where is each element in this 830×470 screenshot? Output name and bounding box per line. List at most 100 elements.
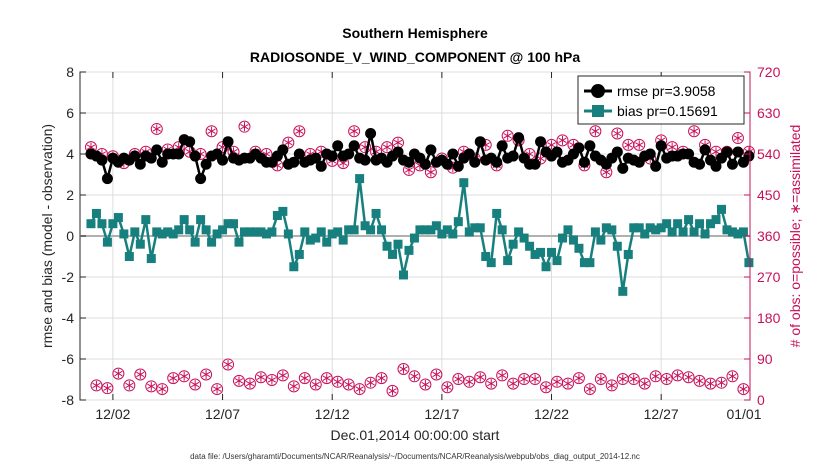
obs-assimilated-marker [541, 382, 551, 392]
bias-marker [459, 178, 469, 188]
obs-assimilated-marker [190, 380, 200, 390]
obs-possible-marker [737, 383, 750, 396]
bias-marker [305, 235, 315, 245]
bias-marker [475, 223, 485, 233]
obs-possible-marker [638, 377, 651, 390]
bias-marker [91, 208, 101, 218]
bias-marker [508, 239, 518, 249]
rmse-marker [134, 158, 146, 170]
obs-possible-marker [145, 380, 158, 393]
obs-possible-marker [134, 368, 147, 381]
rmse-marker [535, 136, 547, 148]
rmse-marker [474, 136, 486, 148]
obs-assimilated-marker [739, 384, 748, 394]
bias-marker [557, 233, 567, 243]
bias-marker [256, 227, 266, 237]
rmse-marker [683, 148, 695, 160]
bias-marker [442, 225, 452, 235]
rmse-marker [655, 140, 667, 152]
bias-marker [645, 223, 655, 233]
legend: rmse pr=3.9058 bias pr=0.15691 [577, 75, 745, 125]
bias-marker [218, 225, 228, 235]
bias-marker [563, 225, 573, 235]
obs-assimilated-marker [125, 380, 134, 390]
obs-assimilated-marker [673, 370, 682, 380]
rmse-marker [392, 146, 404, 158]
rmse-marker [293, 148, 305, 160]
obs-possible-marker [156, 383, 169, 396]
rmse-marker [403, 156, 415, 168]
obs-possible-marker [682, 371, 695, 384]
bias-marker [431, 221, 441, 231]
obs-possible-marker [408, 370, 421, 383]
obs-possible-marker [605, 379, 618, 392]
obs-possible-marker [501, 129, 514, 142]
obs-assimilated-marker [234, 376, 244, 386]
obs-possible-marker [529, 373, 542, 386]
obs-assimilated-marker [322, 373, 331, 383]
bias-marker [678, 227, 688, 237]
obs-assimilated-marker [629, 374, 638, 384]
rmse-marker [419, 158, 431, 170]
rmse-marker [348, 140, 360, 152]
obs-assimilated-marker [256, 372, 266, 382]
obs-possible-marker [233, 374, 246, 387]
rmse-marker [513, 132, 525, 144]
bias-marker [229, 219, 239, 229]
rmse-marker [315, 160, 327, 172]
bias-marker [481, 252, 491, 261]
bias-marker [168, 229, 178, 239]
obs-assimilated-marker [519, 374, 529, 384]
obs-assimilated-marker [355, 384, 364, 394]
y-right-tick-label: 630 [757, 105, 781, 121]
obs-assimilated-marker [618, 374, 627, 384]
bias-marker [355, 174, 365, 184]
rmse-marker [529, 158, 541, 170]
obs-possible-marker [243, 377, 256, 390]
chart-title: Southern Hemisphere [342, 25, 488, 41]
y-right-tick-label: 90 [757, 351, 773, 367]
obs-assimilated-marker [624, 140, 633, 150]
rmse-marker [611, 146, 623, 158]
bias-marker [409, 233, 419, 243]
obs-assimilated-marker [487, 379, 496, 389]
obs-possible-marker [589, 125, 602, 138]
bias-marker [503, 256, 513, 266]
obs-possible-marker [386, 384, 399, 397]
x-tick-label: 12/17 [424, 406, 459, 422]
obs-assimilated-marker [333, 377, 342, 387]
obs-possible-marker [693, 374, 706, 387]
rmse-marker [332, 140, 344, 152]
bias-marker [716, 204, 726, 214]
rmse-marker [365, 128, 377, 139]
bias-marker [289, 262, 299, 272]
bias-marker [201, 225, 211, 235]
axis-ticks: 12/02 12/07 12/12 12/17 12/22 12/27 01/01 -8 -6 -… [62, 64, 781, 422]
bias-marker [568, 235, 578, 245]
legend-bias-label: bias pr=0.15691 [617, 103, 718, 119]
obs-possible-marker [424, 166, 437, 179]
rmse-series [85, 128, 755, 185]
obs-possible-marker [238, 120, 251, 133]
obs-possible-marker [348, 125, 361, 138]
bias-marker [278, 206, 288, 216]
obs-possible-marker [205, 125, 218, 138]
rmse-marker [343, 148, 355, 160]
bias-marker [157, 229, 167, 239]
obs-assimilated-marker [552, 377, 562, 387]
rmse-marker [288, 156, 300, 168]
rmse-marker [721, 146, 733, 158]
obs-possible-marker [178, 370, 191, 383]
obs-possible-marker [353, 383, 366, 396]
bias-marker [662, 219, 672, 229]
obs-possible-marker [419, 378, 432, 391]
rmse-marker [222, 136, 234, 148]
obs-assimilated-marker [366, 378, 375, 388]
bias-marker [404, 245, 414, 255]
bias-marker [536, 247, 546, 257]
y-tick-label: -4 [62, 310, 75, 326]
rmse-marker [310, 152, 322, 164]
bias-marker [322, 237, 332, 247]
bias-marker [667, 227, 677, 237]
obs-assimilated-marker [393, 138, 403, 148]
